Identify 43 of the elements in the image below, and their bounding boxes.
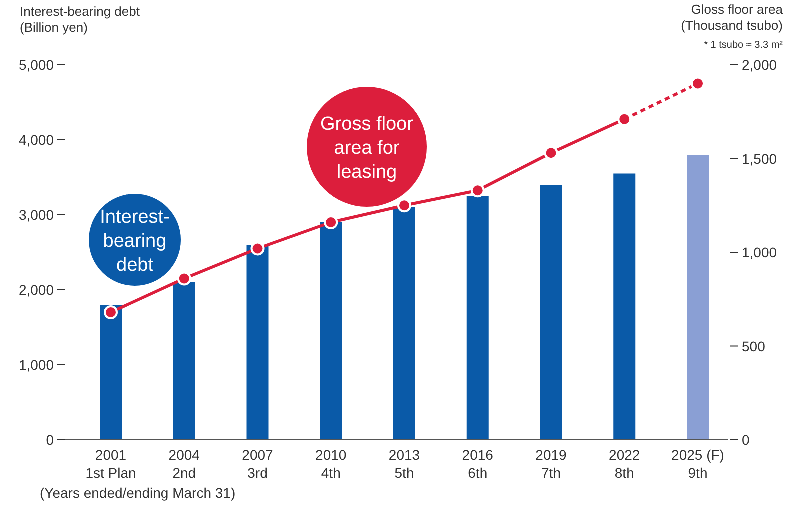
bar [466,196,489,440]
bar [320,222,342,440]
y2-tick-label: 1,000 [742,244,778,260]
x-tick-label: 2007 3rd [242,447,274,481]
x-tick-label: 2004 2nd [168,447,200,481]
point [177,272,192,286]
y-tick-label: 1,000 [18,357,54,373]
x-tick-label: 2010 4th [316,447,347,481]
bar [100,305,122,440]
y2-axis-title: Gloss floor area (Thousand tsubo) [681,2,784,33]
point [250,242,265,256]
point [104,306,118,320]
point [398,198,412,213]
x-tick-label: 2001 1st Plan [86,447,136,481]
x-tick-label: 2019 7th [536,447,568,481]
x-tick-label: 2025 (F) 9th [672,447,724,481]
series-label: Gross floor area for leasing [320,114,414,183]
bar [173,282,196,440]
x-axis-title: (Years ended/ending March 31) [40,485,236,501]
point [691,76,705,91]
y2-tick-label: 1,500 [742,150,778,167]
bar [246,245,269,440]
point [470,184,485,198]
y2-tick-label: 500 [742,338,766,354]
bar [687,155,709,440]
y-tick-label: 0 [46,432,54,448]
y-axis-title: Interest-bearing debt (Billion yen) [20,4,140,35]
point [324,216,338,230]
bar [614,174,636,440]
y-tick-label: 5,000 [18,57,54,73]
y-tick-label: 4,000 [18,132,54,148]
x-tick-label: 2022 8th [609,447,640,481]
y-tick-label: 2,000 [18,282,54,298]
y2-tick-label: 0 [742,432,750,448]
text: * 1 tsubo ≈ 3.3 m² [704,40,784,51]
y2-tick-label: 2,000 [742,57,778,73]
x-tick-label: 2013 5th [388,447,420,481]
point [544,146,558,160]
y-tick-label: 3,000 [18,207,54,223]
bar [540,185,562,440]
series-label: Interest- bearing debt [100,207,170,276]
bar [394,208,416,440]
x-tick-label: 2016 6th [462,447,494,481]
